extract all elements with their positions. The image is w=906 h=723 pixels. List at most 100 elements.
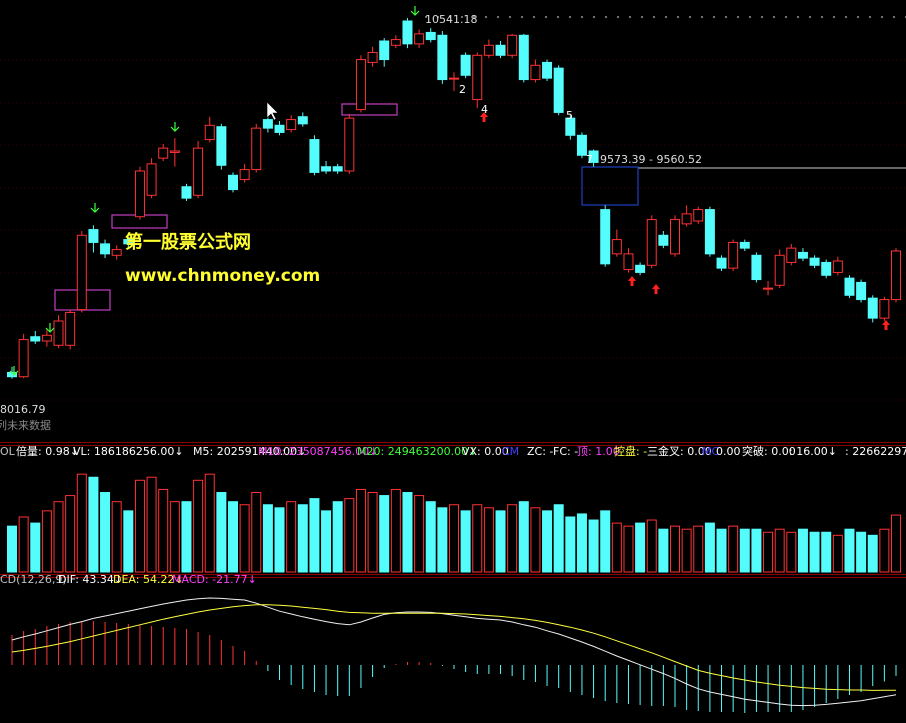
candle-body [390, 39, 401, 46]
volume-header: MC [702, 445, 719, 458]
candle-body [193, 147, 204, 196]
volume-bar [123, 510, 134, 573]
volume-bar [216, 492, 227, 573]
volume-panel: OL 倍量: 0.98↓VL: 186186256.00↓ M5: 20259144… [0, 444, 906, 573]
candle-body [425, 31, 436, 41]
signal-arrows [9, 6, 890, 376]
candle-body [367, 51, 378, 63]
volume-bar [670, 525, 680, 573]
candle-body [472, 54, 483, 101]
volume-bar [518, 501, 529, 573]
volume-bar [483, 507, 494, 573]
volume-bar [867, 534, 878, 573]
volume-bar [228, 501, 238, 573]
watermark: 第一股票公式网 [125, 231, 251, 253]
volume-bar [507, 504, 518, 573]
candle-body [891, 250, 901, 301]
candle-body [739, 241, 750, 249]
volume-bar [239, 504, 250, 573]
candle-body [751, 254, 762, 281]
candle-body [321, 166, 332, 172]
volume-header: 顶: 1.00 [577, 445, 620, 458]
volume-bar [425, 501, 436, 573]
volume-bar [274, 507, 285, 573]
volume-bar [856, 531, 867, 573]
volume-header: ZC: - [527, 445, 553, 458]
panel-borders [0, 442, 906, 578]
volume-bar [611, 522, 622, 573]
macd-line [11, 597, 897, 707]
volume-bar [100, 492, 111, 573]
volume-header: 突破: 0.00 [742, 444, 796, 458]
volume-bar [158, 488, 169, 573]
candle-body [100, 243, 111, 255]
volume-bar [7, 525, 17, 573]
volume-header: VL: 186186256.00↓ [73, 445, 184, 458]
volume-bar [204, 473, 215, 573]
future-data-note: 列未来数据 [0, 418, 51, 432]
volume-bar [635, 522, 646, 573]
macd-header: CD(12,26,9) [0, 573, 67, 586]
volume-bar [553, 504, 564, 573]
candle-body [565, 117, 576, 136]
volume-header: VX: 0.00 [462, 445, 509, 458]
candle-body [134, 170, 145, 218]
volume-header: : 226622976. [845, 445, 906, 458]
candle-body [88, 229, 99, 243]
volume-bar [844, 528, 855, 573]
candle-body [344, 117, 355, 172]
volume-bar [332, 501, 343, 573]
macd-header: DIF: 43.34↓ [58, 573, 123, 586]
candle-body [879, 299, 890, 319]
volume-bar [600, 510, 611, 573]
candle-body [228, 174, 238, 191]
volume-header: 倍量: 0.98↓ [16, 444, 79, 458]
volume-bar [658, 528, 669, 573]
candle-body [507, 34, 518, 56]
volume-bar [565, 516, 576, 573]
candle-body [332, 166, 343, 172]
low-label: 8016.79 [0, 403, 46, 416]
candle-body [797, 251, 808, 259]
volume-bar [262, 504, 273, 573]
candle-body [786, 247, 797, 263]
macd-header: DEA: 54.22↓ [113, 573, 184, 586]
volume-bar [576, 513, 587, 573]
volume-bar [30, 522, 41, 573]
candle-body [716, 257, 727, 269]
volume-header: 控盘: - [614, 444, 647, 458]
candle-body [297, 116, 308, 125]
volume-bar [146, 476, 157, 573]
mouse-cursor [266, 101, 279, 121]
candle-body [774, 254, 785, 286]
candle-body [530, 64, 541, 81]
candle-body [542, 61, 553, 79]
volume-bar [472, 504, 483, 573]
gap-label: 9573.39 - 9560.52 [600, 153, 702, 166]
wave-label: 5 [566, 109, 573, 122]
candles [7, 18, 901, 379]
candle-body [728, 241, 739, 269]
macd-panel: CD(12,26,9)DIF: 43.34↓DEA: 54.22↓MACD: -… [0, 573, 897, 713]
volume-bar [728, 525, 739, 573]
watermark: www.chnmoney.com [125, 266, 320, 286]
candle-body [402, 20, 413, 45]
volume-bar [53, 501, 64, 573]
candle-body [414, 33, 425, 45]
volume-bar [495, 510, 506, 573]
volume-bar [879, 528, 890, 573]
candle-body [274, 124, 285, 133]
candle-body [844, 277, 855, 296]
volume-bar [693, 525, 704, 573]
high-label: 10541.18 [425, 13, 478, 26]
volume-bar [763, 531, 774, 573]
candle-body [41, 334, 52, 342]
candle-body [286, 119, 297, 131]
volume-header: : 16.00↓ [789, 445, 837, 458]
candle-body [658, 234, 669, 246]
volume-bar [321, 510, 332, 573]
candle-body [611, 239, 622, 255]
candle-body [53, 320, 64, 346]
price-grid [0, 59, 906, 401]
